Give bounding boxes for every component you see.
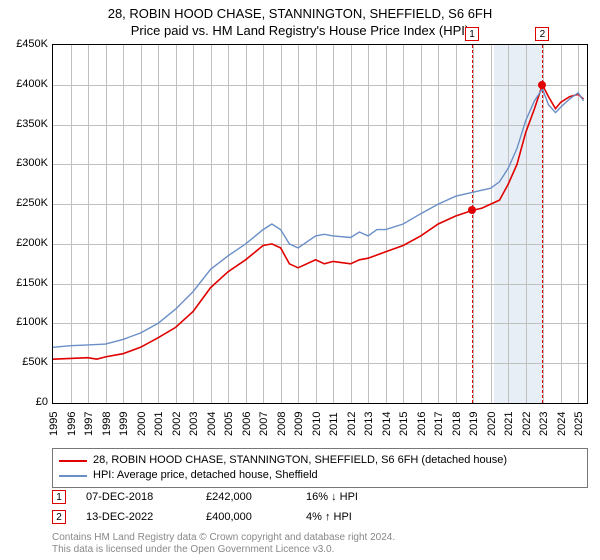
x-tick-label: 2010	[311, 412, 323, 436]
y-tick-label: £200K	[4, 238, 48, 249]
y-tick-label: £100K	[4, 317, 48, 328]
annotation-price: £242,000	[206, 491, 286, 503]
x-tick-label: 2012	[346, 412, 358, 436]
x-tick-label: 2004	[206, 412, 218, 436]
x-tick-label: 2008	[276, 412, 288, 436]
legend-swatch	[59, 475, 87, 477]
x-tick-label: 2022	[521, 412, 533, 436]
legend-swatch	[59, 460, 87, 462]
x-tick-label: 1998	[101, 412, 113, 436]
y-tick-label: £300K	[4, 158, 48, 169]
annotation-marker-1: 1	[52, 490, 66, 504]
x-tick-label: 2016	[416, 412, 428, 436]
x-tick-label: 1997	[83, 412, 95, 436]
x-tick-label: 2020	[486, 412, 498, 436]
chart-area: 12 £0£50K£100K£150K£200K£250K£300K£350K£…	[52, 44, 588, 404]
legend-label: 28, ROBIN HOOD CHASE, STANNINGTON, SHEFF…	[93, 453, 507, 468]
x-tick-label: 2015	[398, 412, 410, 436]
x-tick-label: 2019	[468, 412, 480, 436]
annotation-pct: 16% ↓ HPI	[306, 491, 358, 503]
annotation-date: 13-DEC-2022	[86, 511, 186, 523]
chart-title: 28, ROBIN HOOD CHASE, STANNINGTON, SHEFF…	[0, 0, 600, 23]
x-tick-label: 2013	[363, 412, 375, 436]
y-tick-label: £400K	[4, 79, 48, 90]
x-tick-label: 2024	[556, 412, 568, 436]
x-tick-label: 1996	[66, 412, 78, 436]
y-tick-label: £450K	[4, 39, 48, 50]
x-tick-label: 2009	[293, 412, 305, 436]
annotation-row: 2 13-DEC-2022 £400,000 4% ↑ HPI	[52, 510, 358, 524]
x-tick-label: 2014	[381, 412, 393, 436]
y-tick-label: £350K	[4, 119, 48, 130]
y-tick-label: £150K	[4, 278, 48, 289]
plot-area: 12	[52, 44, 588, 404]
marker-box-1: 1	[465, 27, 479, 41]
y-tick-label: £0	[4, 397, 48, 408]
marker-box-2: 2	[535, 27, 549, 41]
x-tick-label: 2006	[241, 412, 253, 436]
x-tick-label: 2001	[153, 412, 165, 436]
y-tick-label: £250K	[4, 198, 48, 209]
footer-copyright: Contains HM Land Registry data © Crown c…	[52, 532, 395, 556]
annotation-price: £400,000	[206, 511, 286, 523]
x-tick-label: 1995	[48, 412, 60, 436]
annotation-table: 1 07-DEC-2018 £242,000 16% ↓ HPI 2 13-DE…	[52, 490, 358, 530]
y-tick-label: £50K	[4, 357, 48, 368]
x-tick-label: 1999	[118, 412, 130, 436]
x-tick-label: 2011	[328, 412, 340, 436]
chart-subtitle: Price paid vs. HM Land Registry's House …	[0, 23, 600, 42]
legend-item: 28, ROBIN HOOD CHASE, STANNINGTON, SHEFF…	[59, 453, 581, 468]
legend: 28, ROBIN HOOD CHASE, STANNINGTON, SHEFF…	[52, 448, 588, 488]
annotation-date: 07-DEC-2018	[86, 491, 186, 503]
annotation-pct: 4% ↑ HPI	[306, 511, 352, 523]
annotation-marker-2: 2	[52, 510, 66, 524]
x-tick-label: 2018	[451, 412, 463, 436]
annotation-row: 1 07-DEC-2018 £242,000 16% ↓ HPI	[52, 490, 358, 504]
x-tick-label: 2005	[223, 412, 235, 436]
x-tick-label: 2025	[573, 412, 585, 436]
x-tick-label: 2023	[538, 412, 550, 436]
x-tick-label: 2007	[258, 412, 270, 436]
legend-label: HPI: Average price, detached house, Shef…	[93, 468, 318, 483]
x-tick-label: 2000	[136, 412, 148, 436]
x-tick-label: 2017	[433, 412, 445, 436]
x-tick-label: 2002	[171, 412, 183, 436]
legend-item: HPI: Average price, detached house, Shef…	[59, 468, 581, 483]
x-tick-label: 2003	[188, 412, 200, 436]
x-tick-label: 2021	[503, 412, 515, 436]
chart-container: 28, ROBIN HOOD CHASE, STANNINGTON, SHEFF…	[0, 0, 600, 560]
line-svg	[53, 45, 589, 405]
